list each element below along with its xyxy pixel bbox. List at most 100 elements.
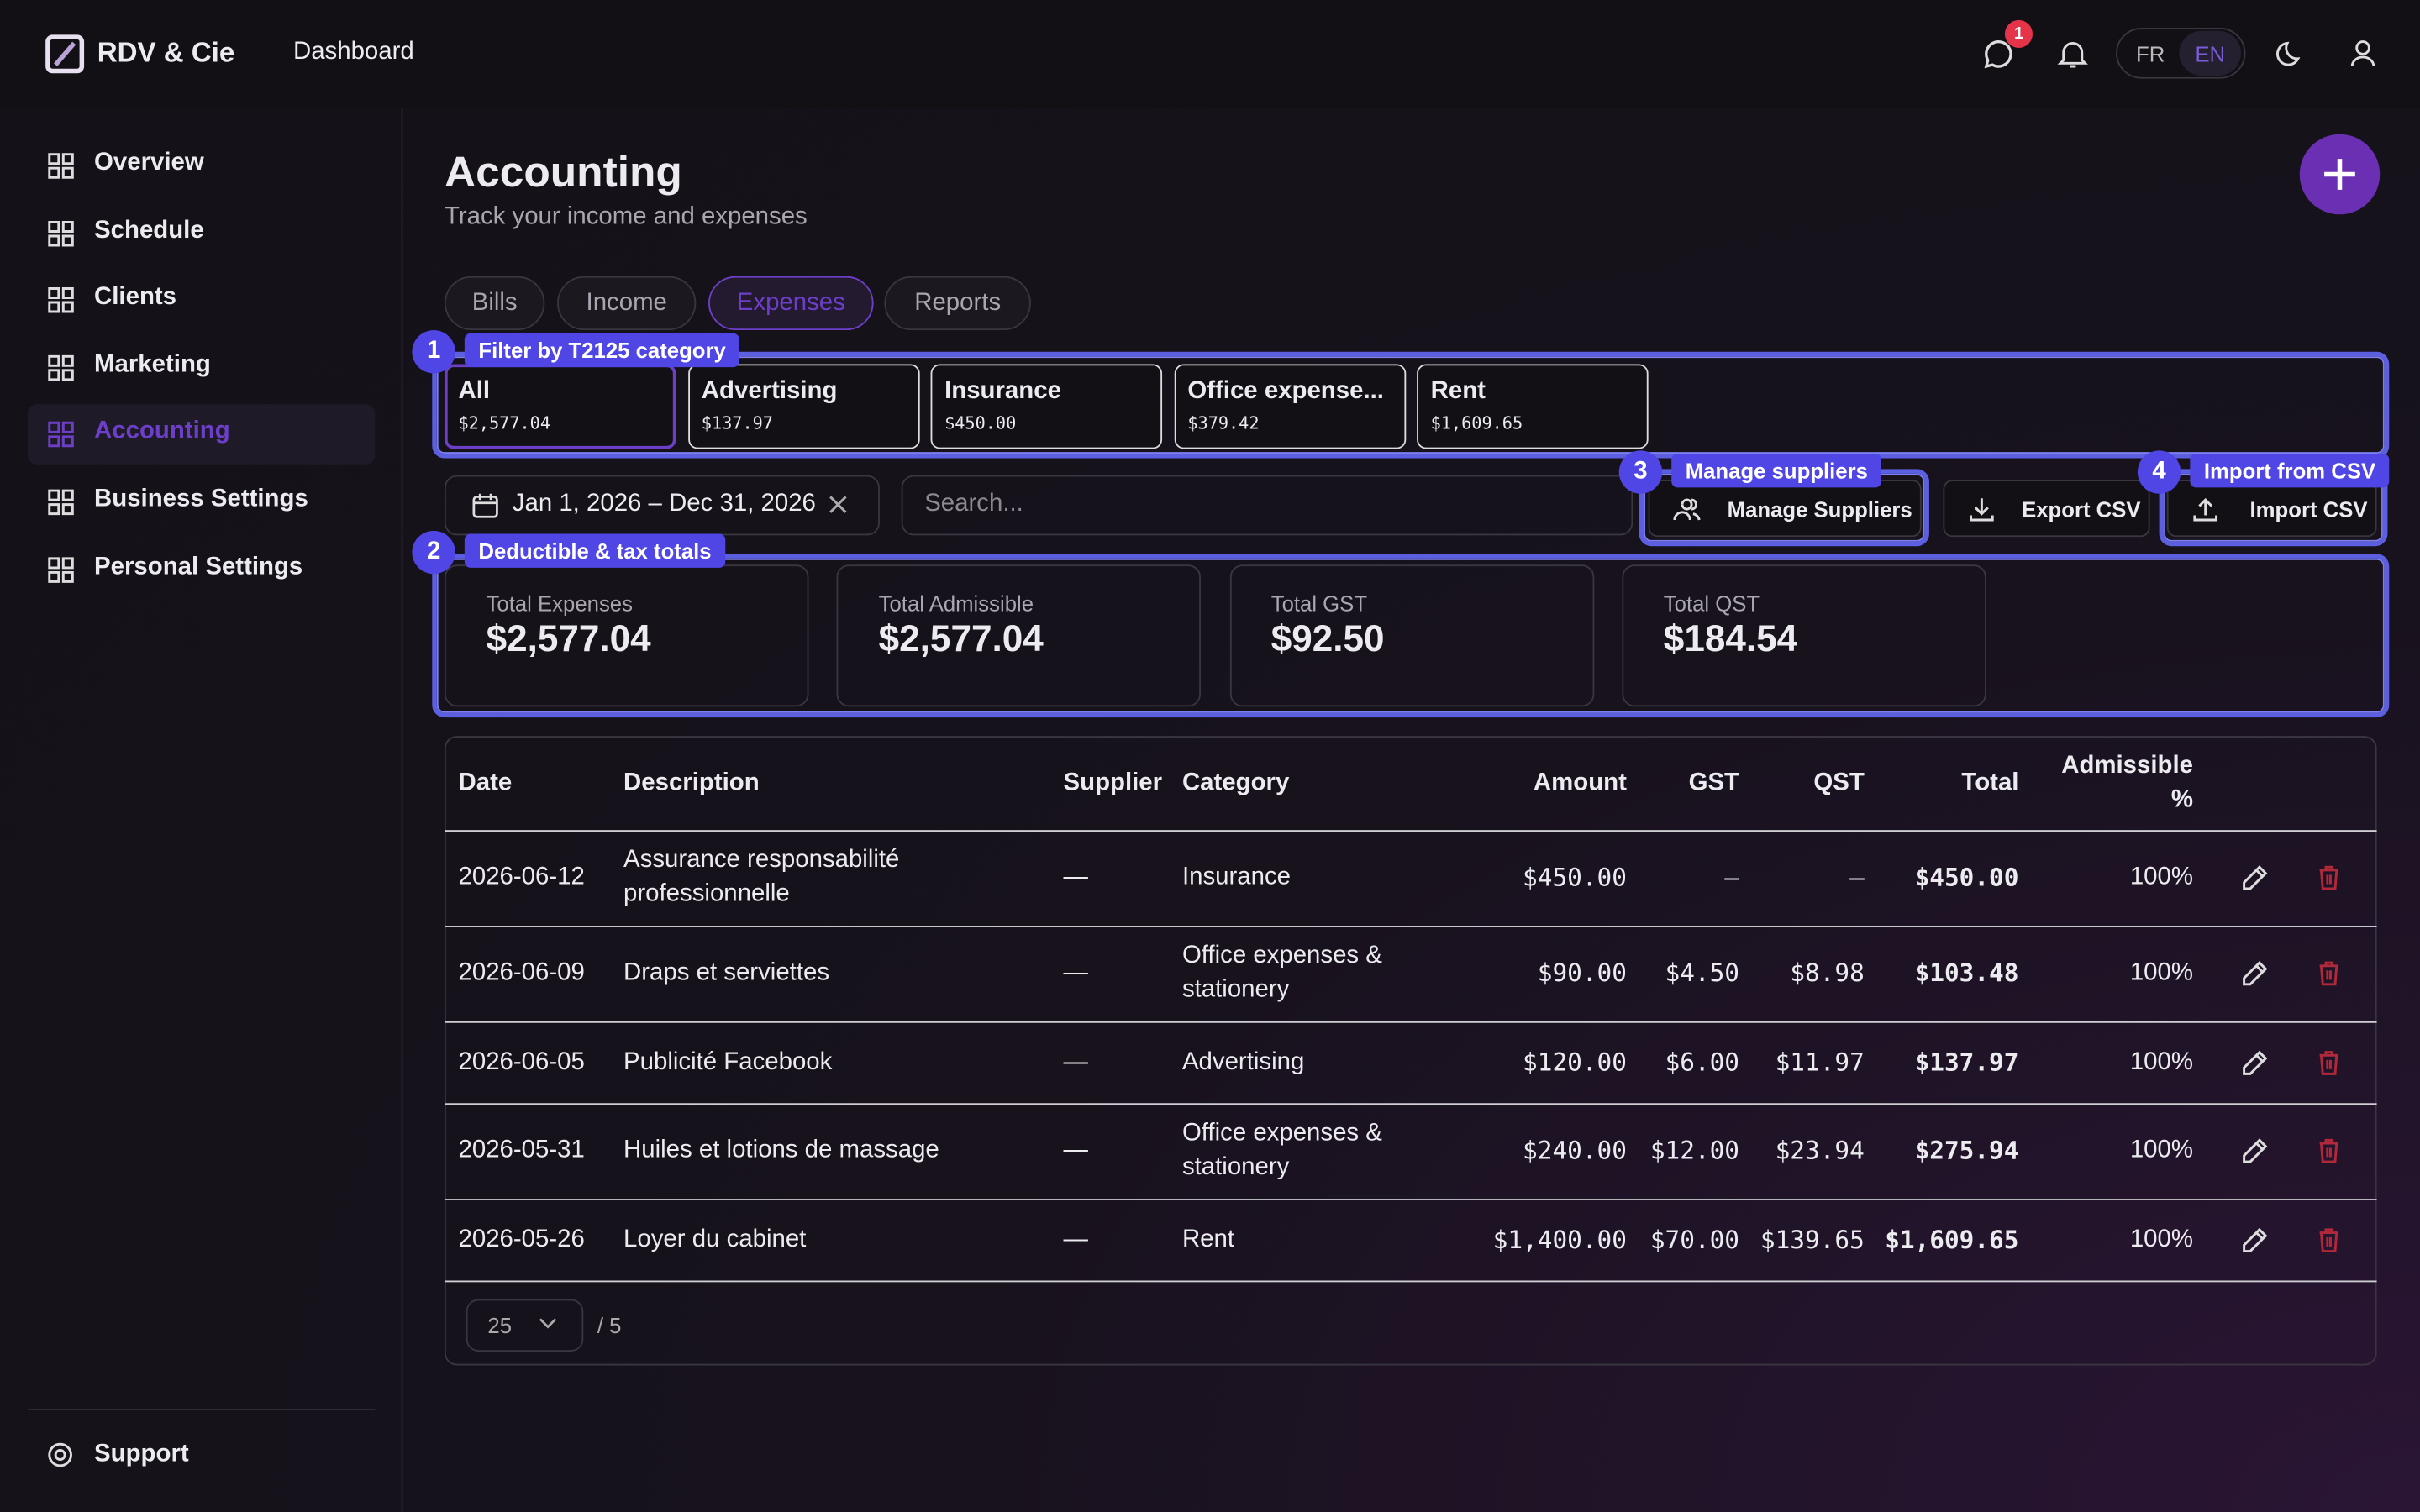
header <box>0 0 2420 108</box>
row-divider <box>444 1021 2377 1023</box>
table-cell: $103.48 <box>1914 958 2019 988</box>
search-input[interactable]: Search... <box>901 475 1634 536</box>
theme-icon[interactable] <box>2275 39 2306 70</box>
category-name: Office expense... <box>1187 378 1384 405</box>
table-cell: Loyer du cabinet <box>623 1226 807 1252</box>
sidebar-item[interactable]: Clients <box>94 284 177 311</box>
table-cell: Advertising <box>1181 1048 1305 1075</box>
callout-number: 4 <box>2137 450 2181 494</box>
tab[interactable]: Bills <box>444 276 545 331</box>
total-card <box>1622 564 1986 707</box>
table-cell: $11.97 <box>1775 1047 1865 1077</box>
edit-icon <box>2243 1138 2268 1163</box>
edit-icon <box>2243 961 2268 986</box>
edit-icon <box>2243 865 2268 890</box>
sidebar-item[interactable]: Schedule <box>94 217 204 244</box>
sidebar-item[interactable]: Overview <box>94 150 204 176</box>
table-cell: Assurance responsabilité professionnelle <box>623 847 900 908</box>
bell-icon[interactable] <box>2057 39 2088 70</box>
support-icon <box>48 1442 72 1467</box>
callout-label: Manage suppliers <box>1671 454 1882 488</box>
support-link[interactable]: Support <box>94 1441 189 1467</box>
callout-label: Import from CSV <box>2190 454 2390 488</box>
table-cell: Huiles et lotions de massage <box>623 1137 939 1163</box>
table-cell: — <box>1063 959 1088 986</box>
action-icon <box>1970 498 1994 522</box>
date-range: Jan 1, 2026 – Dec 31, 2026 <box>512 491 816 517</box>
sidebar-divider <box>28 1408 376 1410</box>
table-cell: 2026-06-05 <box>458 1048 585 1075</box>
lang-fr[interactable]: FR <box>2136 41 2165 66</box>
user-icon[interactable] <box>2348 39 2379 70</box>
table-cell: $139.65 <box>1760 1224 1865 1254</box>
total-value: $92.50 <box>1270 618 1385 661</box>
column-header: GST <box>1688 769 1740 796</box>
category-card[interactable] <box>687 364 919 449</box>
total-label: Total Expenses <box>486 591 633 616</box>
row-divider <box>444 926 2377 927</box>
action-icon <box>1673 498 1701 521</box>
category-card[interactable] <box>444 364 676 449</box>
add-icon <box>2324 159 2355 190</box>
category-amount: $450.00 <box>944 413 1017 434</box>
lang-en[interactable]: EN <box>2179 30 2241 76</box>
logo <box>45 34 85 74</box>
table-cell: Insurance <box>1181 864 1291 890</box>
column-header: Category <box>1181 769 1290 796</box>
delete-icon <box>2319 1138 2338 1163</box>
category-amount: $1,609.65 <box>1430 413 1523 434</box>
category-card[interactable] <box>1173 364 1406 449</box>
table-cell: 2026-05-31 <box>458 1137 585 1163</box>
sidebar-icon <box>48 287 74 313</box>
row-divider <box>444 1103 2377 1105</box>
callout-number: 3 <box>1618 450 1663 494</box>
category-card[interactable] <box>930 364 1163 449</box>
table-cell: — <box>1063 1048 1088 1075</box>
sidebar-item[interactable]: Marketing <box>94 351 211 378</box>
sidebar-active <box>28 404 376 465</box>
page-size-select[interactable]: 25 <box>466 1299 584 1352</box>
nav-link[interactable]: Dashboard <box>292 38 414 66</box>
sidebar-icon <box>48 354 74 381</box>
table-cell: $70.00 <box>1649 1224 1740 1254</box>
column-header: Date <box>458 769 513 796</box>
tab[interactable]: Expenses <box>708 276 874 331</box>
sidebar <box>0 108 403 1512</box>
table-cell: — <box>1063 864 1088 890</box>
total-value: $2,577.04 <box>878 618 1044 661</box>
total-card <box>837 564 1202 707</box>
total-label: Total GST <box>1270 591 1368 616</box>
callout-number: 2 <box>412 530 455 575</box>
table-cell: $4.50 <box>1665 958 1740 988</box>
messages-icon[interactable] <box>1981 37 2015 71</box>
sidebar-icon <box>48 556 74 583</box>
category-amount: $379.42 <box>1187 413 1260 434</box>
table-cell: — <box>1063 1137 1088 1163</box>
category-amount: $137.97 <box>701 413 773 434</box>
sidebar-item[interactable]: Accounting <box>94 418 230 445</box>
tab[interactable]: Reports <box>884 276 1031 331</box>
table-cell: 100% <box>2129 959 2194 986</box>
table-cell: Rent <box>1181 1226 1235 1252</box>
category-card[interactable] <box>1417 364 1649 449</box>
clear-date[interactable] <box>829 496 847 514</box>
tab[interactable]: Income <box>557 276 697 331</box>
category-highlight <box>432 351 2390 459</box>
table-cell: $240.00 <box>1523 1135 1627 1165</box>
table-cell: $275.94 <box>1914 1135 2019 1165</box>
table-cell: 100% <box>2129 864 2194 890</box>
column-header: Amount <box>1533 769 1627 796</box>
total-value: $2,577.04 <box>486 618 651 661</box>
page-subtitle: Track your income and expenses <box>444 203 808 230</box>
brand[interactable]: RDV & Cie <box>97 37 235 68</box>
sidebar-item[interactable]: Personal Settings <box>94 553 303 580</box>
callout-number: 1 <box>412 330 455 374</box>
total-label: Total Admissible <box>878 591 1034 616</box>
table-cell: $1,400.00 <box>1492 1224 1627 1254</box>
sidebar-item[interactable]: Business Settings <box>94 486 308 512</box>
sidebar-icon <box>48 153 74 179</box>
column-header: QST <box>1813 769 1865 796</box>
total-value: $184.54 <box>1663 618 1798 661</box>
column-header: Total <box>1961 769 2019 796</box>
